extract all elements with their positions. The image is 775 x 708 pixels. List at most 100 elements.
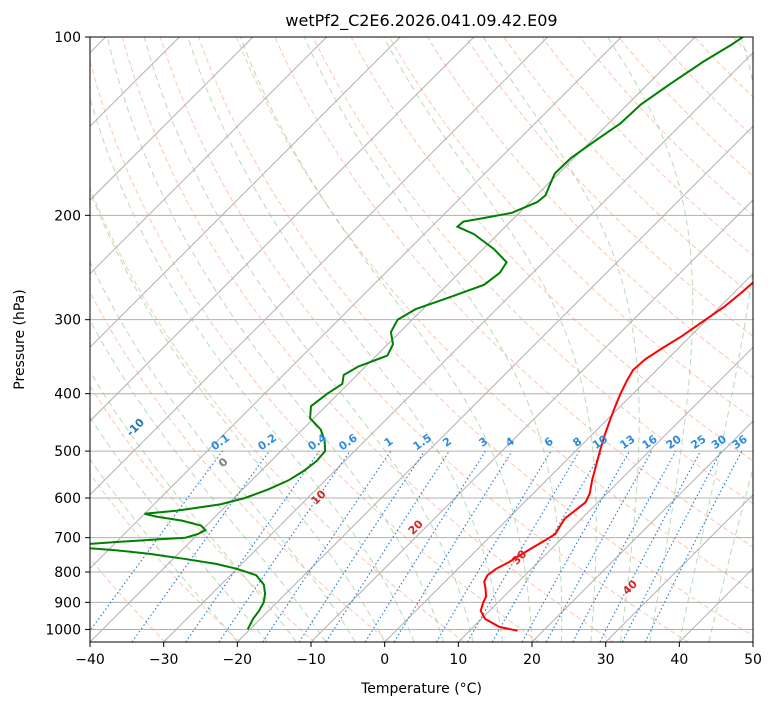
isotherm-line bbox=[605, 493, 753, 642]
dry-adiabat-line bbox=[694, 37, 753, 98]
plot-frame bbox=[89, 36, 754, 643]
x-tick-label: −30 bbox=[149, 652, 179, 668]
isotherm-line bbox=[236, 125, 753, 642]
moist-adiabat-line bbox=[303, 37, 563, 642]
dry-adiabat-label: 20 bbox=[406, 517, 426, 537]
mixing-ratio-line bbox=[218, 450, 351, 642]
dry-adiabat-line bbox=[90, 59, 540, 642]
mixing-ratio-line bbox=[131, 450, 270, 642]
x-tick-label: −20 bbox=[223, 652, 253, 668]
mixing-ratio-label: 25 bbox=[688, 433, 708, 452]
y-tick-label: 100 bbox=[54, 30, 81, 46]
axis-ticks: −40 −30 −20 −10 0 10 20 30 40 5010020030040050060… bbox=[45, 30, 762, 668]
y-tick-label: 700 bbox=[54, 531, 81, 547]
dry-adiabat-line bbox=[771, 37, 775, 642]
x-tick-label: 20 bbox=[523, 652, 541, 668]
x-axis-label: Temperature (°C) bbox=[360, 681, 482, 697]
dry-adiabat-line bbox=[426, 37, 753, 378]
y-axis-label: Pressure (hPa) bbox=[12, 289, 28, 389]
profile-lines bbox=[90, 37, 753, 632]
mixing-ratio-line bbox=[393, 450, 513, 642]
isotherm-line bbox=[90, 37, 401, 349]
dry-adiabat-line bbox=[198, 37, 753, 637]
x-tick-label: 40 bbox=[670, 652, 688, 668]
isotherm-line bbox=[90, 37, 328, 275]
dry-adiabat-line bbox=[236, 37, 753, 592]
moist-adiabat-line bbox=[90, 189, 386, 642]
y-tick-label: 200 bbox=[54, 208, 81, 224]
moist-adiabat-line bbox=[678, 37, 753, 642]
dry-adiabat-line bbox=[732, 37, 753, 59]
temperature-line bbox=[479, 281, 753, 632]
dry-adiabat-label: -10 bbox=[124, 416, 147, 439]
isotherm-line bbox=[678, 567, 753, 642]
dry-adiabat-label: 10 bbox=[309, 487, 329, 507]
moist-adiabat-line bbox=[90, 458, 238, 642]
dry-adiabat-line bbox=[350, 37, 753, 462]
moist-adiabat-line bbox=[708, 466, 753, 642]
isotherm-line bbox=[531, 420, 753, 642]
x-tick-label: −40 bbox=[75, 652, 105, 668]
mixing-ratio-line bbox=[185, 450, 320, 642]
moist-adiabat-line bbox=[607, 37, 694, 642]
mixing-ratio-line bbox=[644, 450, 743, 642]
x-tick-label: 0 bbox=[380, 652, 389, 668]
mixing-ratio-line bbox=[298, 450, 425, 642]
y-tick-label: 300 bbox=[54, 313, 81, 329]
moist-adiabat-line bbox=[90, 319, 327, 642]
x-tick-label: 10 bbox=[449, 652, 467, 668]
mixing-ratio-label: 16 bbox=[640, 432, 660, 452]
moist-adiabat-line bbox=[383, 37, 597, 642]
dry-adiabat-line bbox=[90, 472, 241, 642]
isotherm-line bbox=[90, 37, 254, 201]
chart-title: wetPf2_C2E6.2026.041.09.42.E09 bbox=[285, 11, 557, 31]
dry-adiabat-line bbox=[90, 384, 316, 642]
dry-adiabat-line bbox=[159, 37, 689, 642]
mixing-ratio-label: 1 bbox=[382, 435, 396, 450]
isotherm-line bbox=[457, 346, 753, 642]
moist-adiabat-line bbox=[187, 37, 503, 642]
isotherm-line bbox=[163, 51, 753, 642]
mixing-ratio-label: 2 bbox=[440, 435, 454, 450]
mixing-ratio-label: 30 bbox=[709, 432, 729, 452]
isotherm-line bbox=[90, 37, 475, 422]
mixing-ratio-label: 0.1 bbox=[209, 431, 232, 453]
dry-adiabat-line bbox=[465, 37, 753, 338]
moist-adiabat-line bbox=[143, 37, 474, 642]
isotherm-line bbox=[752, 641, 753, 642]
mixing-ratio-label: 8 bbox=[571, 435, 585, 450]
isotherm-line bbox=[384, 272, 753, 642]
mixing-ratio-line bbox=[325, 450, 450, 642]
dry-adiabat-line bbox=[656, 37, 753, 138]
isotherm-line bbox=[90, 37, 549, 496]
dry-adiabat-line bbox=[121, 37, 614, 642]
mixing-ratio-label: 3 bbox=[477, 435, 491, 450]
mixing-ratio-line bbox=[90, 450, 223, 632]
x-tick-label: −10 bbox=[296, 652, 326, 668]
mixing-ratio-line bbox=[262, 450, 392, 642]
background-lines bbox=[90, 37, 775, 642]
dry-adiabat-line bbox=[503, 37, 753, 297]
dry-adiabat-label: 0 bbox=[216, 455, 231, 470]
isotherm-line bbox=[90, 37, 622, 570]
x-tick-label: 50 bbox=[744, 652, 762, 668]
dry-adiabat-line bbox=[90, 291, 390, 642]
moist-adiabat-line bbox=[90, 416, 268, 642]
moist-adiabat-line bbox=[106, 37, 445, 642]
mixing-ratio-line bbox=[572, 450, 677, 642]
mixing-ratio-line bbox=[521, 450, 630, 642]
mixing-ratio-line bbox=[545, 450, 653, 642]
x-tick-label: 30 bbox=[597, 652, 615, 668]
mixing-ratio-label: 1.5 bbox=[411, 431, 434, 453]
dry-adiabat-line bbox=[388, 37, 753, 420]
y-tick-label: 800 bbox=[54, 565, 81, 581]
dry-adiabat-line bbox=[90, 557, 166, 642]
y-tick-label: 600 bbox=[54, 491, 81, 507]
y-tick-label: 900 bbox=[54, 595, 81, 611]
dry-adiabat-line bbox=[274, 37, 753, 548]
isotherm-line bbox=[310, 199, 753, 642]
dry-adiabat-line bbox=[90, 186, 465, 642]
mixing-ratio-label: 36 bbox=[730, 432, 750, 452]
mixing-ratio-line bbox=[364, 450, 486, 642]
